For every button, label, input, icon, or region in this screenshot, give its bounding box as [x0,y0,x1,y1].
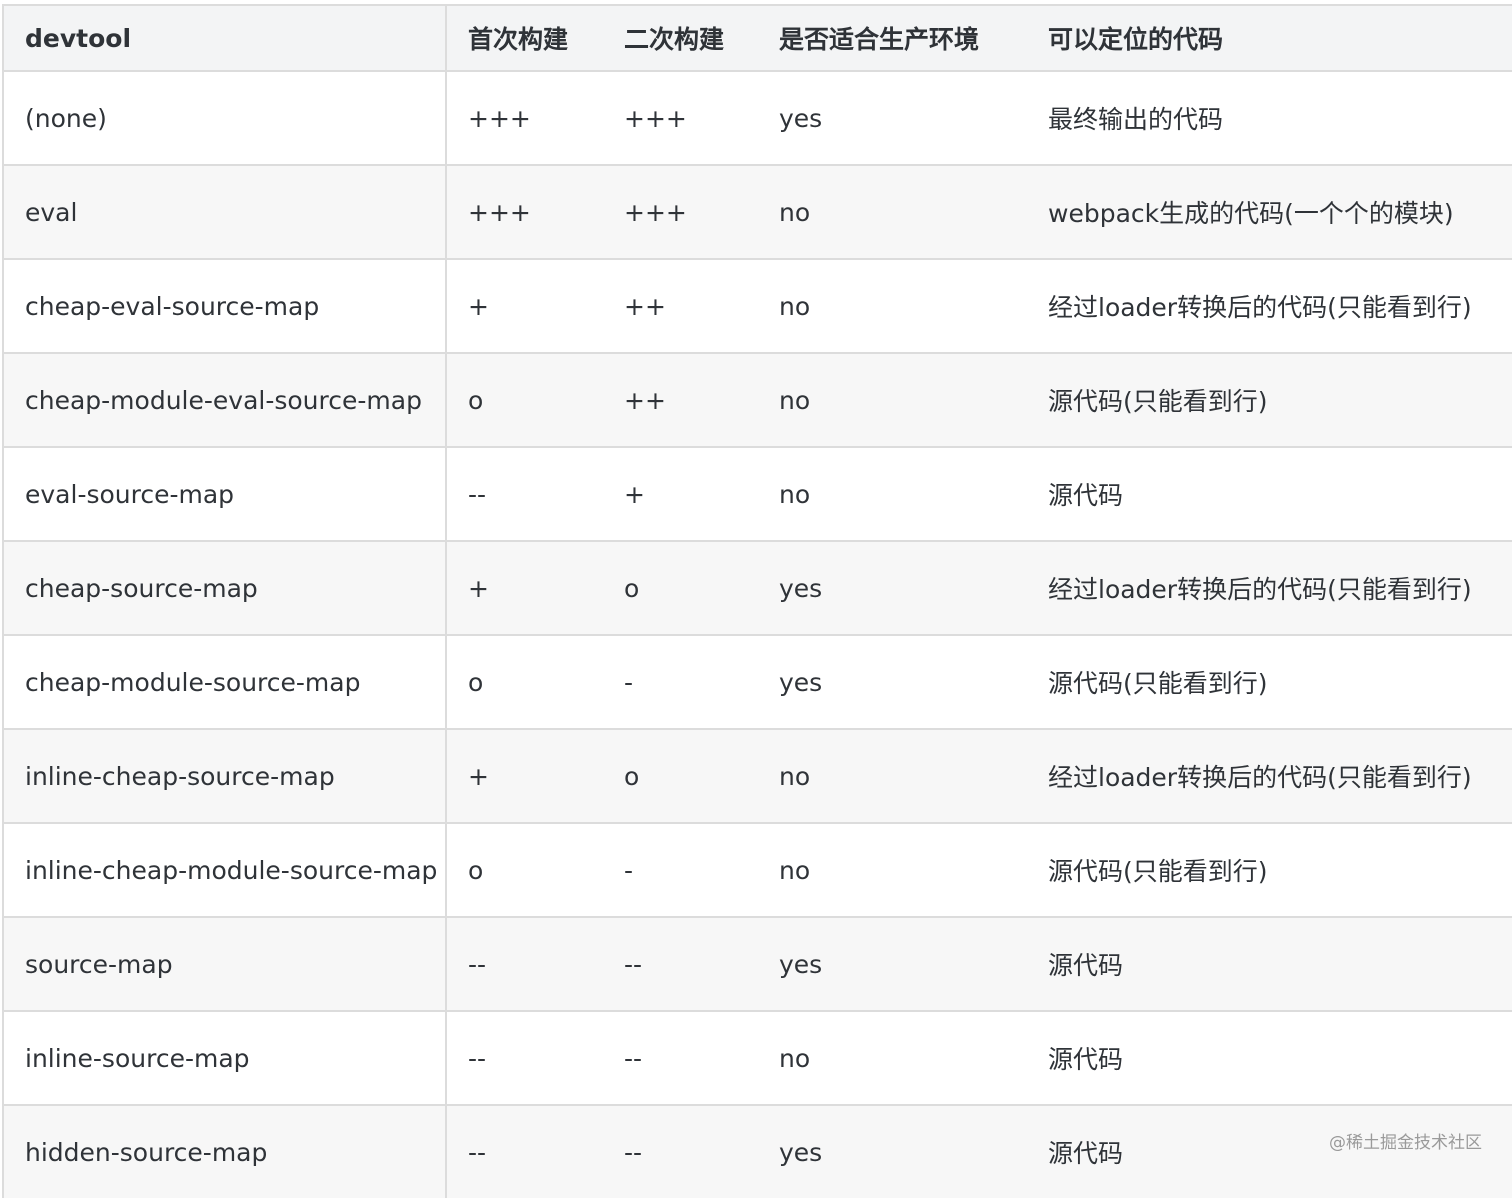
cell-rebuild: ++ [603,258,758,353]
cell-locatable-code: 源代码(只能看到行) [1027,822,1512,917]
cell-first-build: -- [446,1010,603,1105]
cell-production: no [758,352,1027,447]
table-row: cheap-eval-source-map + ++ no 经过loader转换后的代码… [2,258,1512,353]
cell-first-build: + [446,540,603,635]
cell-locatable-code: 经过loader转换后的代码(只能看到行) [1027,728,1512,823]
table-row: source-map -- -- yes 源代码 [2,916,1512,1011]
cell-production: no [758,446,1027,541]
table-row: cheap-module-eval-source-map o ++ no 源代码(只能看… [2,352,1512,447]
cell-devtool: cheap-module-eval-source-map [2,352,447,447]
cell-first-build: + [446,258,603,353]
header-rebuild: 二次构建 [603,4,758,71]
cell-locatable-code: 源代码(只能看到行) [1027,634,1512,729]
cell-locatable-code: 源代码(只能看到行) [1027,352,1512,447]
cell-first-build: +++ [446,70,603,165]
cell-devtool: (none) [2,70,447,165]
cell-production: no [758,822,1027,917]
cell-rebuild: - [603,822,758,917]
cell-production: yes [758,916,1027,1011]
cell-rebuild: + [603,446,758,541]
table-row: cheap-module-source-map o - yes 源代码(只能看到行) [2,634,1512,729]
header-production: 是否适合生产环境 [758,4,1027,71]
cell-first-build: -- [446,446,603,541]
table-row: eval +++ +++ no webpack生成的代码(一个个的模块) [2,164,1512,259]
cell-first-build: -- [446,916,603,1011]
cell-locatable-code: 经过loader转换后的代码(只能看到行) [1027,258,1512,353]
header-locatable-code: 可以定位的代码 [1027,4,1512,71]
cell-devtool: hidden-source-map [2,1104,447,1198]
cell-rebuild: +++ [603,164,758,259]
cell-locatable-code: 最终输出的代码 [1027,70,1512,165]
cell-rebuild: - [603,634,758,729]
header-devtool: devtool [2,4,447,71]
cell-rebuild: o [603,540,758,635]
cell-first-build: -- [446,1104,603,1198]
table-row: cheap-source-map + o yes 经过loader转换后的代码(只能看到… [2,540,1512,635]
cell-production: yes [758,540,1027,635]
cell-devtool: cheap-module-source-map [2,634,447,729]
table-row: eval-source-map -- + no 源代码 [2,446,1512,541]
cell-devtool: eval-source-map [2,446,447,541]
cell-production: no [758,164,1027,259]
watermark: @稀土掘金技术社区 [1329,1133,1482,1153]
cell-devtool: cheap-eval-source-map [2,258,447,353]
cell-rebuild: -- [603,916,758,1011]
cell-devtool: source-map [2,916,447,1011]
cell-locatable-code: 经过loader转换后的代码(只能看到行) [1027,540,1512,635]
table-row: (none) +++ +++ yes 最终输出的代码 [2,70,1512,165]
cell-rebuild: -- [603,1010,758,1105]
devtool-comparison-table: devtool 首次构建 二次构建 是否适合生产环境 可以定位的代码 (none… [2,4,1512,1198]
cell-locatable-code: 源代码 [1027,916,1512,1011]
table-row: hidden-source-map -- -- yes 源代码 [2,1104,1512,1198]
header-first-build: 首次构建 [446,4,603,71]
cell-devtool: cheap-source-map [2,540,447,635]
cell-devtool: inline-cheap-module-source-map [2,822,447,917]
cell-rebuild: o [603,728,758,823]
cell-first-build: + [446,728,603,823]
cell-locatable-code: 源代码 [1027,446,1512,541]
cell-production: yes [758,634,1027,729]
cell-first-build: +++ [446,164,603,259]
table-row: inline-cheap-source-map + o no 经过loader转换后的代… [2,728,1512,823]
cell-devtool: inline-source-map [2,1010,447,1105]
cell-production: yes [758,70,1027,165]
cell-production: no [758,728,1027,823]
cell-devtool: inline-cheap-source-map [2,728,447,823]
cell-rebuild: ++ [603,352,758,447]
cell-production: no [758,1010,1027,1105]
cell-first-build: o [446,822,603,917]
table-row: inline-cheap-module-source-map o - no 源代码(只能… [2,822,1512,917]
cell-rebuild: +++ [603,70,758,165]
cell-production: no [758,258,1027,353]
table-row: inline-source-map -- -- no 源代码 [2,1010,1512,1105]
cell-first-build: o [446,352,603,447]
cell-locatable-code: 源代码 [1027,1010,1512,1105]
cell-first-build: o [446,634,603,729]
table-header-row: devtool 首次构建 二次构建 是否适合生产环境 可以定位的代码 [2,4,1512,71]
cell-locatable-code: webpack生成的代码(一个个的模块) [1027,164,1512,259]
cell-rebuild: -- [603,1104,758,1198]
cell-devtool: eval [2,164,447,259]
cell-production: yes [758,1104,1027,1198]
